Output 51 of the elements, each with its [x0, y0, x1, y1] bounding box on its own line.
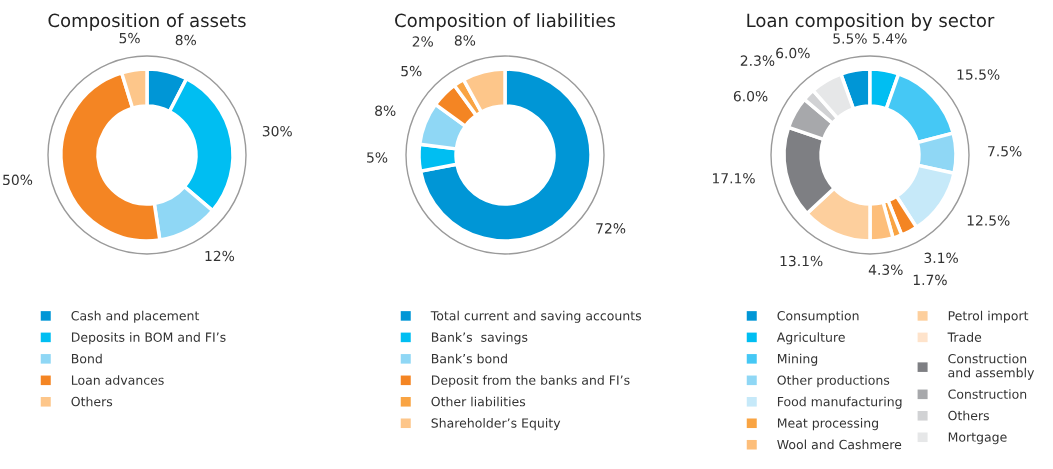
data-label: 8% — [454, 35, 476, 46]
legend-label: Bank’s bond — [431, 353, 507, 364]
data-label: 13.1% — [780, 255, 823, 267]
data-label: 5% — [401, 65, 422, 77]
data-label: 5.5% — [833, 33, 867, 44]
legend-label: Construction and assembly — [948, 353, 1035, 380]
legend-label: Construction — [948, 389, 1027, 399]
data-label: 8% — [375, 105, 396, 116]
data-label: 2% — [412, 36, 433, 47]
data-label: 6.0% — [776, 47, 810, 59]
data-label: 15.5% — [957, 69, 1000, 80]
legend-label: Meat processing — [777, 418, 878, 431]
legend-label: Total current and saving accounts — [430, 310, 642, 323]
data-label: 72% — [596, 223, 626, 234]
legend-label: Agriculture — [776, 332, 845, 345]
chart-title: Composition of assets — [48, 13, 246, 31]
data-label: 2.3% — [740, 55, 775, 66]
chart-title: Composition of liabilities — [395, 13, 616, 31]
legend-label: Cash and placement — [71, 310, 200, 323]
legend-label: Deposit from the banks and FI’s — [431, 375, 630, 388]
legend-label: Others — [71, 396, 113, 407]
legend-label: Shareholder’s Equity — [431, 418, 561, 431]
legend-label: Food manufacturing — [777, 396, 902, 409]
data-label: 3.1% — [924, 252, 958, 264]
legend-label: Trade — [947, 332, 982, 342]
data-label: 12% — [205, 250, 235, 262]
legend-label: Petrol import — [948, 310, 1029, 323]
legend-label: Others — [948, 410, 989, 421]
data-label: 5% — [367, 152, 388, 163]
data-label: 8% — [175, 34, 197, 46]
legend-label: Bank’s savings — [431, 332, 528, 345]
data-label: 12.5% — [967, 215, 1010, 226]
legend-label: Deposits in BOM and FI’s — [71, 332, 226, 345]
data-label: 30% — [262, 125, 292, 137]
legend-label: Bond — [71, 353, 102, 364]
legend-label: Mortgage — [948, 432, 1007, 445]
legend-label: Other productions — [777, 375, 890, 388]
legend-label: Consumption — [777, 310, 859, 323]
data-label: 50% — [3, 174, 33, 186]
legend-label: Other liabilities — [431, 396, 526, 407]
data-label: 7.5% — [988, 145, 1022, 157]
data-label: 5.4% — [873, 33, 907, 44]
data-label: 4.3% — [868, 264, 903, 275]
legend-label: Loan advances — [71, 375, 164, 385]
data-label: 1.7% — [913, 274, 947, 286]
legend-label: Mining — [777, 353, 818, 366]
legend-label: Wool and Cashmere — [777, 439, 902, 450]
chart-title: Loan composition by sector — [747, 13, 995, 31]
data-label: 5% — [119, 32, 140, 44]
data-label: 6.0% — [733, 90, 768, 102]
data-label: 17.1% — [712, 172, 755, 184]
